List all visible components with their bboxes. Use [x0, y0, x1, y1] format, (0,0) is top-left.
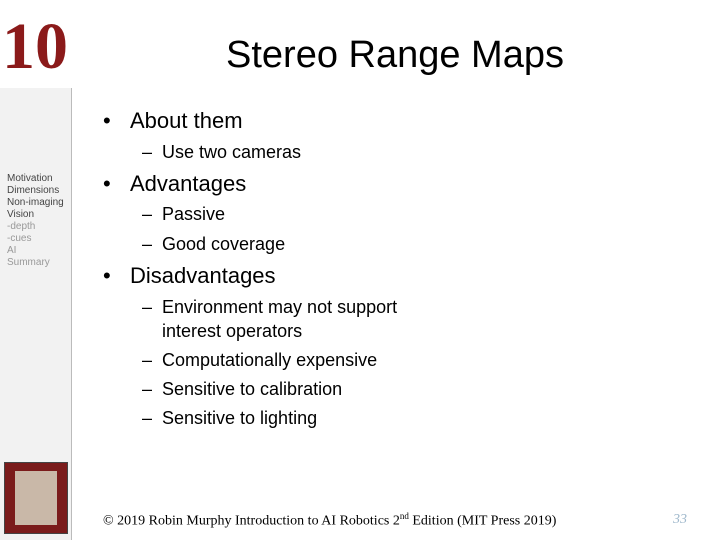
sub-bullet: Sensitive to lighting	[142, 406, 442, 430]
nav-item: -cues	[7, 233, 32, 244]
sub-bullet: Computationally expensive	[142, 348, 442, 372]
slide-title: Stereo Range Maps	[226, 34, 564, 76]
sub-bullet: Environment may not support interest ope…	[142, 295, 442, 343]
nav-item: Non-imaging	[7, 197, 64, 208]
nav-item: -depth	[7, 221, 36, 232]
nav-item: AI	[7, 245, 17, 256]
bullet: Advantages	[103, 171, 246, 197]
nav-item: Vision	[7, 209, 35, 220]
nav-item: Motivation	[7, 173, 53, 184]
bullet: About them	[103, 108, 242, 134]
book-cover	[4, 462, 68, 534]
page-number: 33	[673, 512, 687, 527]
sub-bullet: Good coverage	[142, 232, 442, 256]
footer-sup: nd	[399, 511, 409, 521]
chapter-number: 10	[2, 10, 68, 83]
bullet: Disadvantages	[103, 263, 275, 289]
footer-text: © 2019 Robin Murphy Introduction to AI R…	[103, 513, 400, 529]
nav-item: Summary	[7, 257, 50, 268]
sub-bullet: Passive	[142, 202, 442, 226]
footer-text: Edition (MIT Press 2019)	[408, 513, 557, 529]
sub-bullet: Sensitive to calibration	[142, 377, 442, 401]
footer: © 2019 Robin Murphy Introduction to AI R…	[103, 507, 556, 531]
sub-bullet: Use two cameras	[142, 140, 442, 164]
nav-item: Dimensions	[7, 185, 60, 196]
